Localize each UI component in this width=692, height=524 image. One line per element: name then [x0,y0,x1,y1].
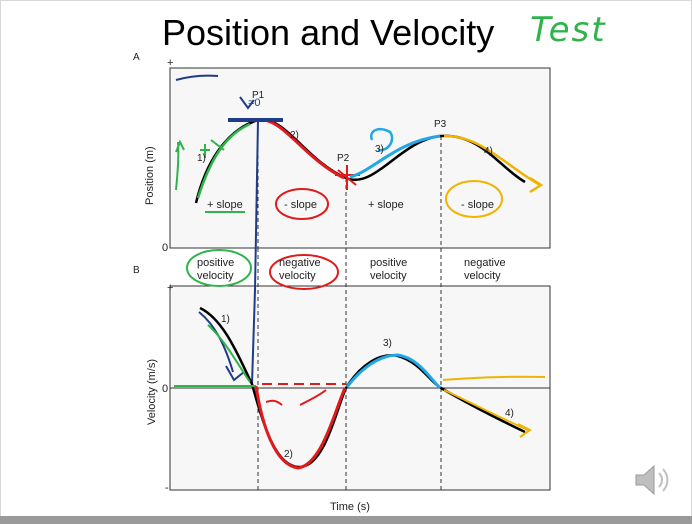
panel-b-zero: 0 [162,383,168,395]
red-velocity-circle [269,254,339,290]
yellow-velocity-trace [442,375,546,438]
slope-label-4: - slope [461,199,494,211]
slope-label-3: + slope [368,199,404,211]
p3-label: P3 [434,119,447,130]
handwritten-test-note: Test [530,10,607,50]
velocity-label-3-line-1: positive [370,257,407,269]
blue-check-mark [239,96,255,110]
panel-b-minus: - [165,482,169,494]
velocity-label-4-line-1: negative [464,257,506,269]
panel-b-plus: + [167,282,173,294]
panel-b-seg-3: 3) [383,338,392,349]
velocity-label-4-line-2: velocity [464,270,501,282]
p1-annotation: =0 [248,97,261,109]
red-scribble-marks [265,389,327,406]
green-velocity-trace [174,324,256,387]
green-plus-mark [200,139,225,158]
velocity-label-2-line-2: velocity [279,270,316,282]
p1-label: P1 [252,90,265,101]
panel-b-seg-2: 2) [284,449,293,460]
red-velocity-trace [254,385,347,470]
panel-a-frame [169,67,551,249]
panel-a-zero: 0 [162,242,168,254]
time-axis-label: Time (s) [330,501,370,513]
velocity-label-3-line-2: velocity [370,270,407,282]
cyan-annotation-curve [349,134,441,179]
panel-b-letter: B [133,265,140,276]
velocity-label-1-line-2: velocity [197,270,234,282]
slope-label-1: + slope [207,199,243,211]
yellow-annotation-curve [443,134,544,194]
green-velocity-circle [186,249,252,287]
panel-a-seg-4: 4) [484,146,493,157]
slope-label-2: - slope [284,199,317,211]
panel-b-y-label: Velocity (m/s) [146,359,158,425]
slide-bottom-bar [0,516,692,524]
panel-b-seg-1: 1) [221,314,230,325]
velocity-label-2-line-1: negative [279,257,321,269]
panel-a-letter: A [133,52,140,63]
yellow-slope-circle [445,180,503,218]
p2-label: P2 [337,153,350,164]
panel-a-y-label: Position (m) [144,146,156,205]
panel-a-seg-3: 3) [375,144,384,155]
speaker-icon[interactable] [632,460,672,500]
panel-a-plus: + [167,57,173,69]
panel-b-seg-4: 4) [505,408,514,419]
slide-title: Position and Velocity [162,12,495,53]
velocity-label-1-line-1: positive [197,257,234,269]
cyan-circle [369,128,394,152]
green-arrow-up [175,139,185,191]
panel-b-dividers [257,248,442,490]
green-annotation-curve [196,122,251,199]
blue-scribble [175,74,219,81]
blue-vertical-link [251,119,259,385]
panel-a-seg-2: 2) [290,130,299,141]
panel-a-seg-1: 1) [197,153,206,164]
red-slope-circle [275,188,329,220]
cyan-velocity-trace [345,353,442,390]
